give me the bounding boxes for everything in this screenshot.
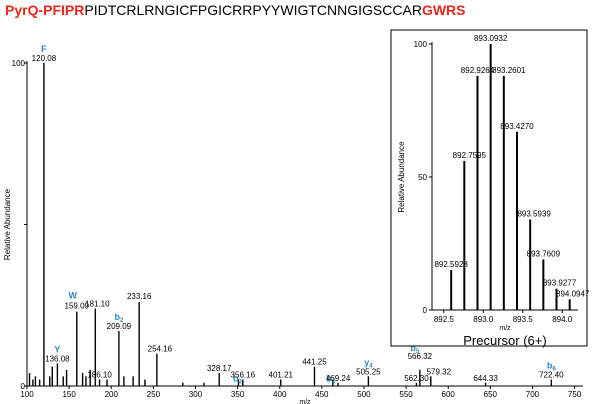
title-part: PyrQ-PFIPR: [5, 2, 85, 18]
title-part: PIDTCRLRNGICFPGICRRPYYWIGTCNNGIGSCCAR: [84, 2, 422, 18]
inset-x-tick-label: 894.0: [552, 315, 573, 324]
inset-y-tick-label: 100: [414, 40, 428, 49]
peak-label: 722.40: [539, 371, 564, 380]
peak-label: 254.16: [148, 345, 173, 354]
ion-subscript: 6: [552, 367, 556, 373]
y-tick-label: 0: [21, 382, 26, 391]
ion-annotation: b5: [410, 343, 420, 355]
x-tick-label: 600: [442, 390, 456, 399]
inset-peak-label: 892.9264: [461, 66, 495, 75]
ion-annotation: b2: [114, 312, 124, 324]
x-tick-label: 150: [62, 390, 76, 399]
x-tick-label: 200: [105, 390, 119, 399]
x-tick-label: 750: [568, 390, 582, 399]
ion-subscript: 2: [120, 318, 124, 324]
inset-peak-label: 893.4270: [500, 122, 534, 131]
peak-label: 233.16: [127, 292, 152, 301]
x-tick-label: 650: [484, 390, 498, 399]
inset-y-tick-label: 50: [418, 173, 427, 182]
main-peak-labels: 120.08F136.08Y159.09W181.10186.10209.09b…: [32, 44, 564, 386]
ion-annotation: Y: [54, 344, 60, 354]
peak-label: 181.10: [85, 299, 110, 308]
x-tick-label: 250: [147, 390, 161, 399]
peak-label: 469.24: [326, 374, 351, 383]
y-tick-label: 100: [12, 59, 26, 68]
peak-label: 159.09: [65, 302, 90, 311]
ion-annotation: b4: [326, 374, 336, 386]
x-tick-label: 100: [20, 390, 34, 399]
ion-annotation: y4: [364, 357, 373, 369]
peak-label: 120.08: [32, 54, 57, 63]
peak-label: 136.08: [45, 354, 70, 363]
peak-label: 441.25: [302, 358, 327, 367]
inset-peak-label: 893.5939: [517, 210, 551, 219]
x-tick-label: 300: [189, 390, 203, 399]
inset-y-tick-label: 0: [423, 306, 428, 315]
peak-label: 328.17: [207, 364, 232, 373]
ion-subscript: 4: [332, 380, 336, 386]
peak-label: 356.16: [231, 371, 256, 380]
y-axis-label: Relative Abundance: [3, 188, 12, 260]
ion-subscript: 4: [369, 363, 373, 369]
inset-x-tick-label: 893.5: [513, 315, 534, 324]
inset-x-axis-label: m/z: [499, 325, 511, 332]
inset-frame: [390, 29, 588, 347]
peak-label: 562.30: [404, 374, 429, 383]
title-part: GWRS: [421, 2, 466, 18]
peak-label: 579.32: [427, 367, 452, 376]
peak-label: 505.25: [356, 367, 381, 376]
inset-peak-label: 893.0932: [474, 34, 508, 43]
main-peaks: [28, 63, 553, 386]
inset-x-tick-label: 892.5: [434, 315, 455, 324]
x-tick-label: 450: [315, 390, 329, 399]
ion-subscript: 5: [416, 349, 420, 355]
ion-annotation: W: [69, 291, 78, 301]
x-tick-label: 550: [399, 390, 413, 399]
x-axis-label: m/z: [299, 399, 311, 404]
peak-label: 209.09: [107, 322, 132, 331]
inset-peak-label: 892.7595: [453, 151, 487, 160]
inset-panel: 0 50 100 892.5 893.0 893.5 894.0 m/z Relative Ab…: [390, 29, 590, 348]
inset-y-axis-label: Relative Abundance: [397, 141, 406, 213]
ion-subscript: 3: [239, 380, 243, 386]
inset-x-tick-label: 893.0: [473, 315, 494, 324]
page-title: PyrQ-PFIPRPIDTCRLRNGICFPGICRRPYYWIGTCNNG…: [5, 2, 466, 18]
inset-peak-label: 892.5928: [434, 260, 468, 269]
ion-annotation: F: [41, 44, 47, 54]
inset-peak-label: 894.0947: [556, 289, 590, 298]
x-tick-label: 350: [231, 390, 245, 399]
peak-label: 644.33: [473, 374, 498, 383]
peak-label: 401.21: [269, 371, 294, 380]
inset-peak-label: 893.7609: [527, 249, 561, 258]
inset-peak-label: 893.2601: [492, 66, 526, 75]
ion-annotation: b3: [233, 374, 243, 386]
x-tick-label: 700: [526, 390, 540, 399]
x-tick-label: 400: [273, 390, 287, 399]
inset-peak-label: 893.9277: [543, 279, 577, 288]
x-tick-label: 500: [357, 390, 371, 399]
peak-label: 186.10: [87, 371, 112, 380]
inset-title: Precursor (6+): [463, 333, 546, 348]
peak-label: 566.32: [408, 352, 433, 361]
ion-annotation: b6: [547, 361, 557, 373]
